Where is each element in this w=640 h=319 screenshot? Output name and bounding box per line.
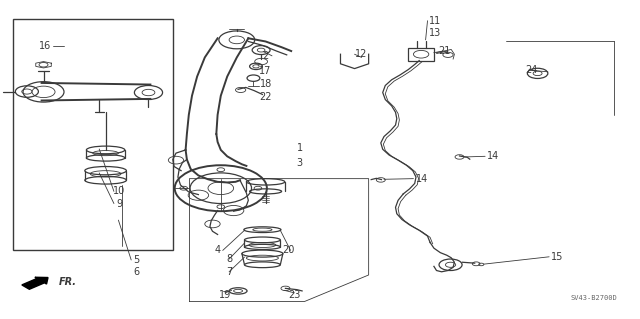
Text: 5: 5 (133, 255, 140, 265)
Text: 20: 20 (282, 245, 294, 256)
Text: 9: 9 (116, 199, 122, 209)
Text: 12: 12 (355, 49, 368, 59)
Text: 8: 8 (226, 254, 232, 264)
Text: 1: 1 (296, 143, 303, 153)
Text: SV43-B2700D: SV43-B2700D (571, 295, 618, 301)
Text: 10: 10 (113, 186, 125, 197)
Text: 21: 21 (438, 46, 451, 56)
Text: 23: 23 (288, 290, 301, 300)
Text: 3: 3 (296, 158, 303, 168)
Text: 24: 24 (525, 65, 538, 75)
Text: 13: 13 (429, 28, 442, 39)
Text: 19: 19 (219, 290, 232, 300)
Text: 15: 15 (550, 252, 563, 262)
Text: 6: 6 (133, 267, 140, 277)
Text: 2: 2 (262, 51, 269, 61)
Text: 14: 14 (486, 151, 499, 161)
Bar (13, 19, 173, 250)
Text: 7: 7 (226, 267, 232, 277)
Text: 16: 16 (38, 41, 51, 51)
Text: 4: 4 (214, 245, 221, 256)
Bar (408, 48, 434, 61)
Text: 11: 11 (429, 16, 442, 26)
Text: 14: 14 (416, 174, 429, 184)
Text: FR.: FR. (59, 277, 77, 287)
FancyArrow shape (22, 277, 48, 289)
Text: 17: 17 (259, 66, 272, 76)
Text: 22: 22 (259, 92, 272, 102)
Text: 18: 18 (259, 79, 272, 89)
